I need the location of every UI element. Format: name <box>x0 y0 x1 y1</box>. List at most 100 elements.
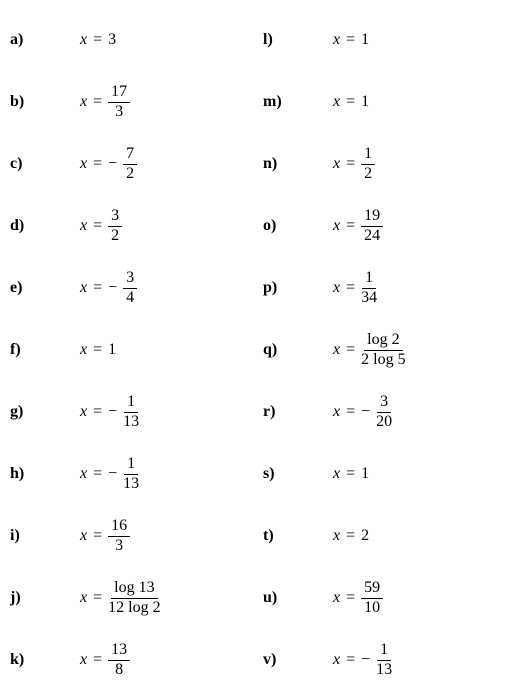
frac-h-num: 1 <box>124 456 138 475</box>
equals-sign: = <box>93 341 102 359</box>
eq-d: x = 3 2 <box>80 208 122 245</box>
var-x: x <box>80 93 87 111</box>
eq-l: x = 1 <box>333 31 369 49</box>
frac-e-num: 3 <box>123 270 137 289</box>
var-x: x <box>80 31 87 49</box>
frac-i-den: 3 <box>115 537 123 555</box>
var-x: x <box>333 403 340 421</box>
var-x: x <box>80 403 87 421</box>
frac-o-den: 24 <box>364 227 380 245</box>
frac-j-num: log 13 <box>111 580 157 599</box>
var-x: x <box>80 465 87 483</box>
equals-sign: = <box>93 155 102 173</box>
equals-sign: = <box>346 279 355 297</box>
equals-sign: = <box>346 651 355 669</box>
frac-c: 7 2 <box>123 146 137 183</box>
label-s: s) <box>263 465 333 483</box>
frac-d-den: 2 <box>111 227 119 245</box>
equals-sign: = <box>93 651 102 669</box>
item-v: v) x = − 1 13 <box>263 640 506 680</box>
equals-sign: = <box>346 93 355 111</box>
eq-n: x = 1 2 <box>333 146 375 183</box>
frac-n: 1 2 <box>361 146 375 183</box>
frac-j: log 13 12 log 2 <box>108 580 160 617</box>
var-x: x <box>333 465 340 483</box>
item-f: f) x = 1 <box>10 330 253 370</box>
equals-sign: = <box>346 589 355 607</box>
value-a: 3 <box>108 31 116 49</box>
item-b: b) x = 17 3 <box>10 82 253 122</box>
eq-t: x = 2 <box>333 527 369 545</box>
frac-u: 59 10 <box>361 580 383 617</box>
label-f: f) <box>10 341 80 359</box>
value-f: 1 <box>108 341 116 359</box>
value-m: 1 <box>361 93 369 111</box>
var-x: x <box>333 589 340 607</box>
frac-h: 1 13 <box>123 456 139 493</box>
eq-g: x = − 1 13 <box>80 394 139 431</box>
item-g: g) x = − 1 13 <box>10 392 253 432</box>
value-t: 2 <box>361 527 369 545</box>
frac-d: 3 2 <box>108 208 122 245</box>
frac-u-den: 10 <box>364 599 380 617</box>
item-t: t) x = 2 <box>263 516 506 556</box>
item-s: s) x = 1 <box>263 454 506 494</box>
frac-c-den: 2 <box>126 165 134 183</box>
equals-sign: = <box>346 465 355 483</box>
label-v: v) <box>263 651 333 669</box>
frac-o-num: 19 <box>361 208 383 227</box>
frac-g-den: 13 <box>123 413 139 431</box>
item-i: i) x = 16 3 <box>10 516 253 556</box>
frac-b: 17 3 <box>108 84 130 121</box>
item-a: a) x = 3 <box>10 20 253 60</box>
frac-j-den: 12 log 2 <box>108 599 160 617</box>
eq-o: x = 19 24 <box>333 208 383 245</box>
neg-h: − <box>108 465 117 483</box>
frac-r-num: 3 <box>377 394 391 413</box>
answers-grid: a) x = 3 l) x = 1 b) x = 17 3 m) x = <box>10 20 506 680</box>
item-l: l) x = 1 <box>263 20 506 60</box>
equals-sign: = <box>93 279 102 297</box>
equals-sign: = <box>93 93 102 111</box>
var-x: x <box>333 527 340 545</box>
eq-u: x = 59 10 <box>333 580 383 617</box>
equals-sign: = <box>346 341 355 359</box>
label-p: p) <box>263 279 333 297</box>
label-g: g) <box>10 403 80 421</box>
frac-e-den: 4 <box>126 289 134 307</box>
eq-i: x = 16 3 <box>80 518 130 555</box>
frac-q-den: 2 log 5 <box>361 351 405 369</box>
item-n: n) x = 1 2 <box>263 144 506 184</box>
neg-c: − <box>108 155 117 173</box>
equals-sign: = <box>346 217 355 235</box>
label-l: l) <box>263 31 333 49</box>
label-r: r) <box>263 403 333 421</box>
var-x: x <box>333 341 340 359</box>
item-e: e) x = − 3 4 <box>10 268 253 308</box>
var-x: x <box>80 155 87 173</box>
item-d: d) x = 3 2 <box>10 206 253 246</box>
frac-g: 1 13 <box>123 394 139 431</box>
eq-f: x = 1 <box>80 341 116 359</box>
label-h: h) <box>10 465 80 483</box>
label-o: o) <box>263 217 333 235</box>
eq-j: x = log 13 12 log 2 <box>80 580 161 617</box>
item-o: o) x = 19 24 <box>263 206 506 246</box>
label-d: d) <box>10 217 80 235</box>
frac-v: 1 13 <box>376 642 392 679</box>
equals-sign: = <box>346 527 355 545</box>
equals-sign: = <box>93 31 102 49</box>
frac-v-num: 1 <box>377 642 391 661</box>
frac-v-den: 13 <box>376 661 392 679</box>
equals-sign: = <box>93 217 102 235</box>
value-l: 1 <box>361 31 369 49</box>
frac-b-num: 17 <box>108 84 130 103</box>
label-m: m) <box>263 93 333 111</box>
eq-m: x = 1 <box>333 93 369 111</box>
neg-v: − <box>361 651 370 669</box>
frac-i: 16 3 <box>108 518 130 555</box>
label-i: i) <box>10 527 80 545</box>
frac-g-num: 1 <box>124 394 138 413</box>
frac-p: 1 34 <box>361 270 377 307</box>
equals-sign: = <box>93 589 102 607</box>
